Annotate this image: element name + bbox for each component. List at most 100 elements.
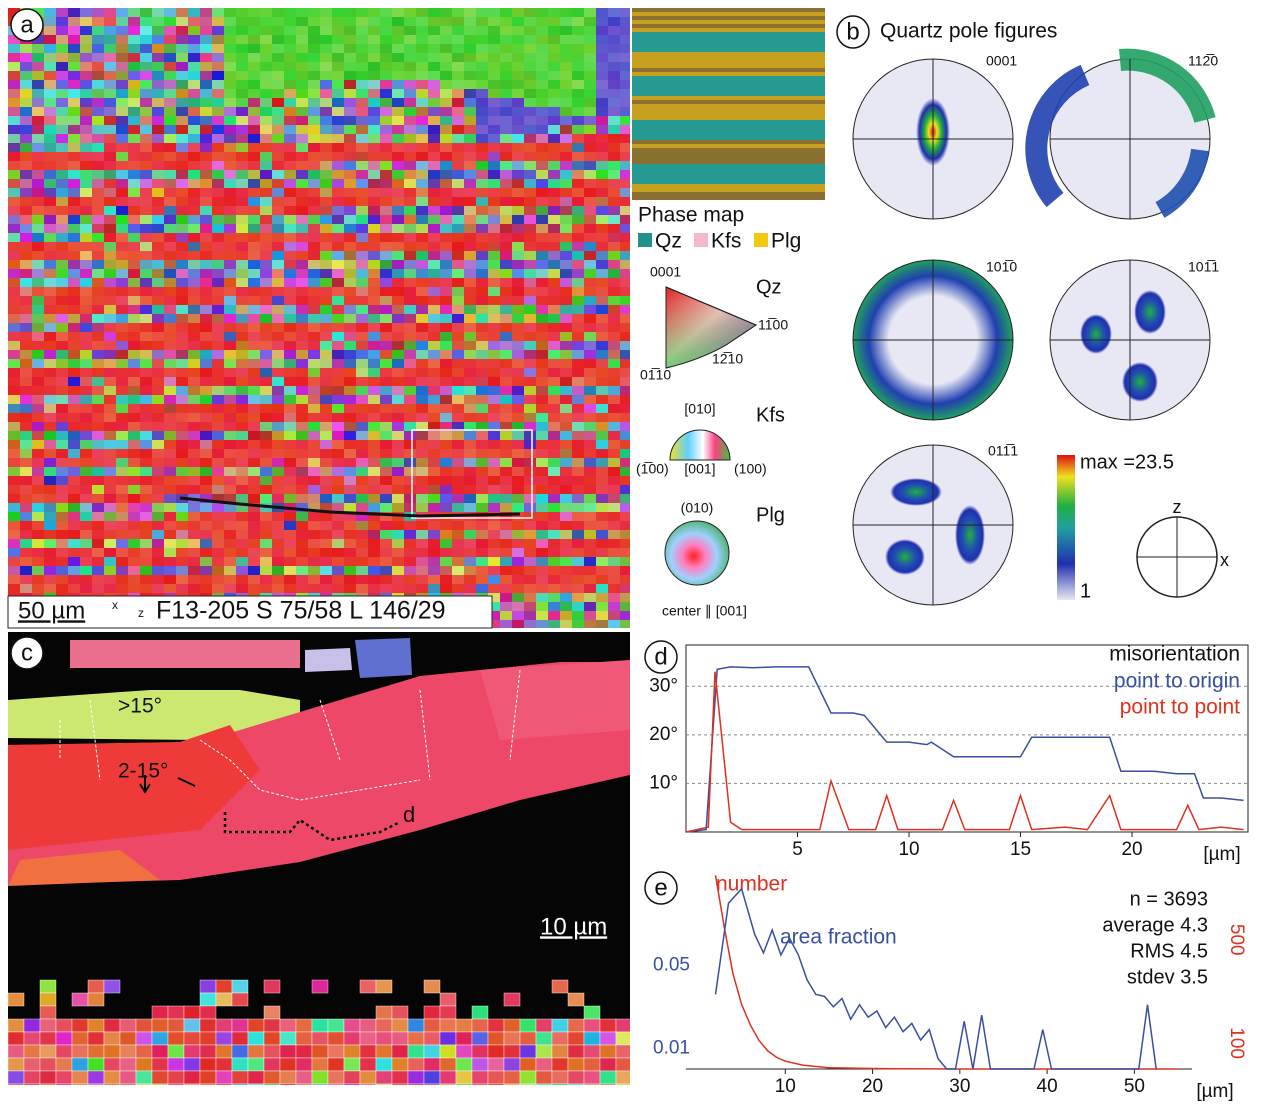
ebsd-grain <box>344 476 356 485</box>
ebsd-grain <box>188 188 200 197</box>
ebsd-grain <box>200 314 212 323</box>
grain <box>392 1045 408 1058</box>
ebsd-grain <box>344 557 356 566</box>
ebsd-grain <box>248 251 260 260</box>
ebsd-grain <box>512 350 524 359</box>
ebsd-grain <box>548 107 560 116</box>
ebsd-grain <box>500 341 512 350</box>
ebsd-grain <box>308 260 320 269</box>
ebsd-grain <box>212 197 224 206</box>
ebsd-grain <box>416 413 428 422</box>
ebsd-grain <box>284 89 296 98</box>
ebsd-grain <box>44 134 56 143</box>
ebsd-grain <box>236 242 248 251</box>
ebsd-grain <box>452 485 464 494</box>
ebsd-grain <box>80 278 92 287</box>
ebsd-grain <box>380 467 392 476</box>
ebsd-grain <box>572 440 584 449</box>
ebsd-grain <box>188 503 200 512</box>
ebsd-grain <box>92 269 104 278</box>
phase-stripe <box>632 196 825 200</box>
ebsd-grain <box>500 377 512 386</box>
grain <box>40 1032 56 1045</box>
grain <box>200 1032 216 1045</box>
ebsd-grain <box>344 35 356 44</box>
ebsd-grain <box>176 179 188 188</box>
ebsd-grain <box>392 161 404 170</box>
ebsd-grain <box>620 593 632 602</box>
ebsd-grain <box>332 458 344 467</box>
ebsd-grain <box>56 332 68 341</box>
ebsd-grain <box>344 422 356 431</box>
ebsd-grain <box>584 269 596 278</box>
ebsd-grain <box>260 440 272 449</box>
ebsd-grain <box>260 476 272 485</box>
ebsd-grain <box>176 476 188 485</box>
ebsd-grain <box>560 395 572 404</box>
ebsd-grain <box>380 350 392 359</box>
ebsd-grain <box>20 152 32 161</box>
ebsd-grain <box>44 287 56 296</box>
ebsd-grain <box>152 278 164 287</box>
ebsd-grain <box>260 494 272 503</box>
ebsd-grain <box>284 404 296 413</box>
ebsd-grain <box>440 260 452 269</box>
ebsd-grain <box>476 161 488 170</box>
ebsd-grain <box>332 431 344 440</box>
ebsd-grain <box>380 422 392 431</box>
grain <box>8 1071 24 1084</box>
ebsd-grain <box>224 26 236 35</box>
ebsd-grain <box>536 467 548 476</box>
ebsd-grain <box>356 251 368 260</box>
ebsd-grain <box>560 287 572 296</box>
ebsd-grain <box>380 260 392 269</box>
ebsd-grain <box>404 224 416 233</box>
ebsd-grain <box>380 80 392 89</box>
ebsd-grain <box>536 26 548 35</box>
ebsd-grain <box>572 242 584 251</box>
ebsd-grain <box>488 44 500 53</box>
grain <box>280 1058 296 1071</box>
ebsd-grain <box>20 80 32 89</box>
ebsd-grain <box>152 134 164 143</box>
ebsd-grain <box>212 476 224 485</box>
ebsd-grain <box>224 404 236 413</box>
ebsd-grain <box>92 134 104 143</box>
ebsd-grain <box>428 296 440 305</box>
ebsd-grain <box>80 17 92 26</box>
ebsd-grain <box>248 98 260 107</box>
ebsd-grain <box>356 215 368 224</box>
ebsd-grain <box>116 71 128 80</box>
ebsd-grain <box>20 134 32 143</box>
grain <box>424 1019 440 1032</box>
ebsd-grain <box>416 404 428 413</box>
ebsd-grain <box>320 161 332 170</box>
ebsd-grain <box>284 80 296 89</box>
ebsd-grain <box>200 260 212 269</box>
ebsd-grain <box>404 404 416 413</box>
ebsd-grain <box>236 89 248 98</box>
ebsd-grain <box>428 242 440 251</box>
ebsd-grain <box>476 485 488 494</box>
ebsd-grain <box>392 251 404 260</box>
grain <box>232 993 248 1006</box>
grain <box>504 1032 520 1045</box>
ebsd-grain <box>536 476 548 485</box>
ebsd-grain <box>428 341 440 350</box>
ebsd-grain <box>80 566 92 575</box>
ebsd-grain <box>140 548 152 557</box>
ebsd-grain <box>368 116 380 125</box>
ebsd-grain <box>572 125 584 134</box>
ebsd-grain <box>176 89 188 98</box>
ebsd-grain <box>176 215 188 224</box>
ebsd-grain <box>128 53 140 62</box>
ebsd-grain <box>68 404 80 413</box>
ebsd-grain <box>56 278 68 287</box>
ebsd-grain <box>464 134 476 143</box>
ebsd-grain <box>380 53 392 62</box>
ebsd-grain <box>176 557 188 566</box>
ebsd-grain <box>128 278 140 287</box>
ebsd-grain <box>440 170 452 179</box>
ebsd-grain <box>464 17 476 26</box>
ebsd-grain <box>464 332 476 341</box>
